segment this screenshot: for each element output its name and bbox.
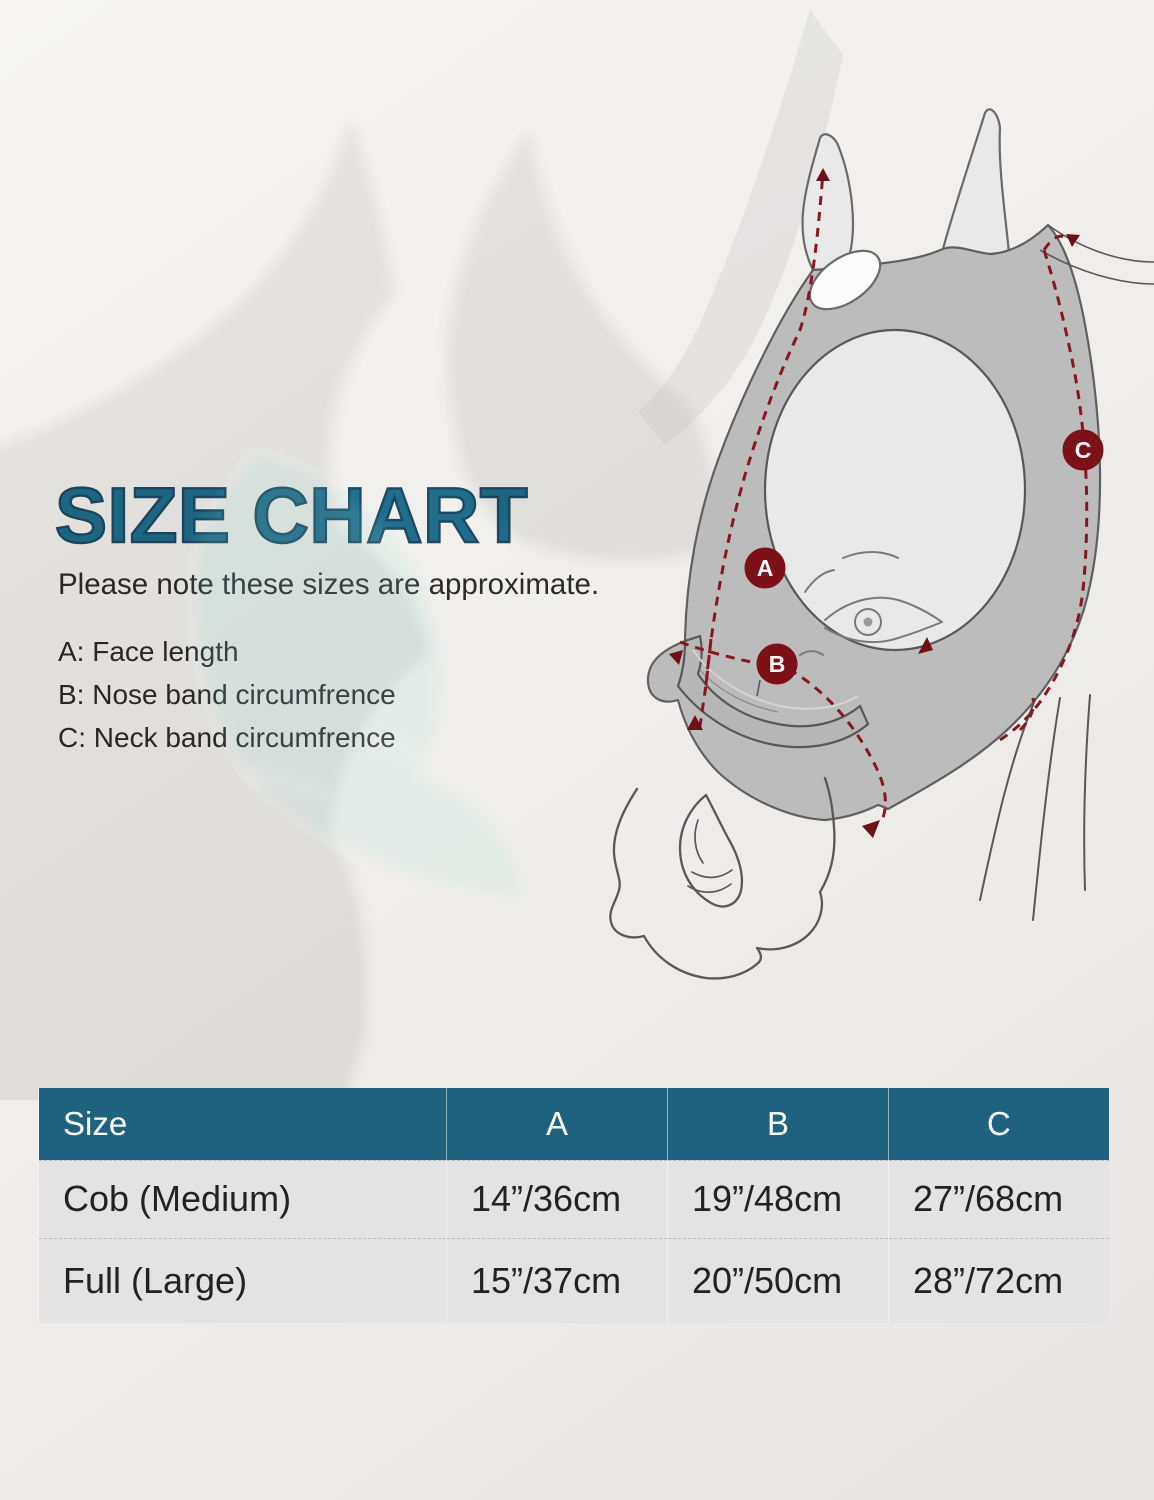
svg-text:B: B	[769, 651, 786, 677]
svg-text:A: A	[757, 555, 774, 581]
svg-text:C: C	[1075, 437, 1092, 463]
